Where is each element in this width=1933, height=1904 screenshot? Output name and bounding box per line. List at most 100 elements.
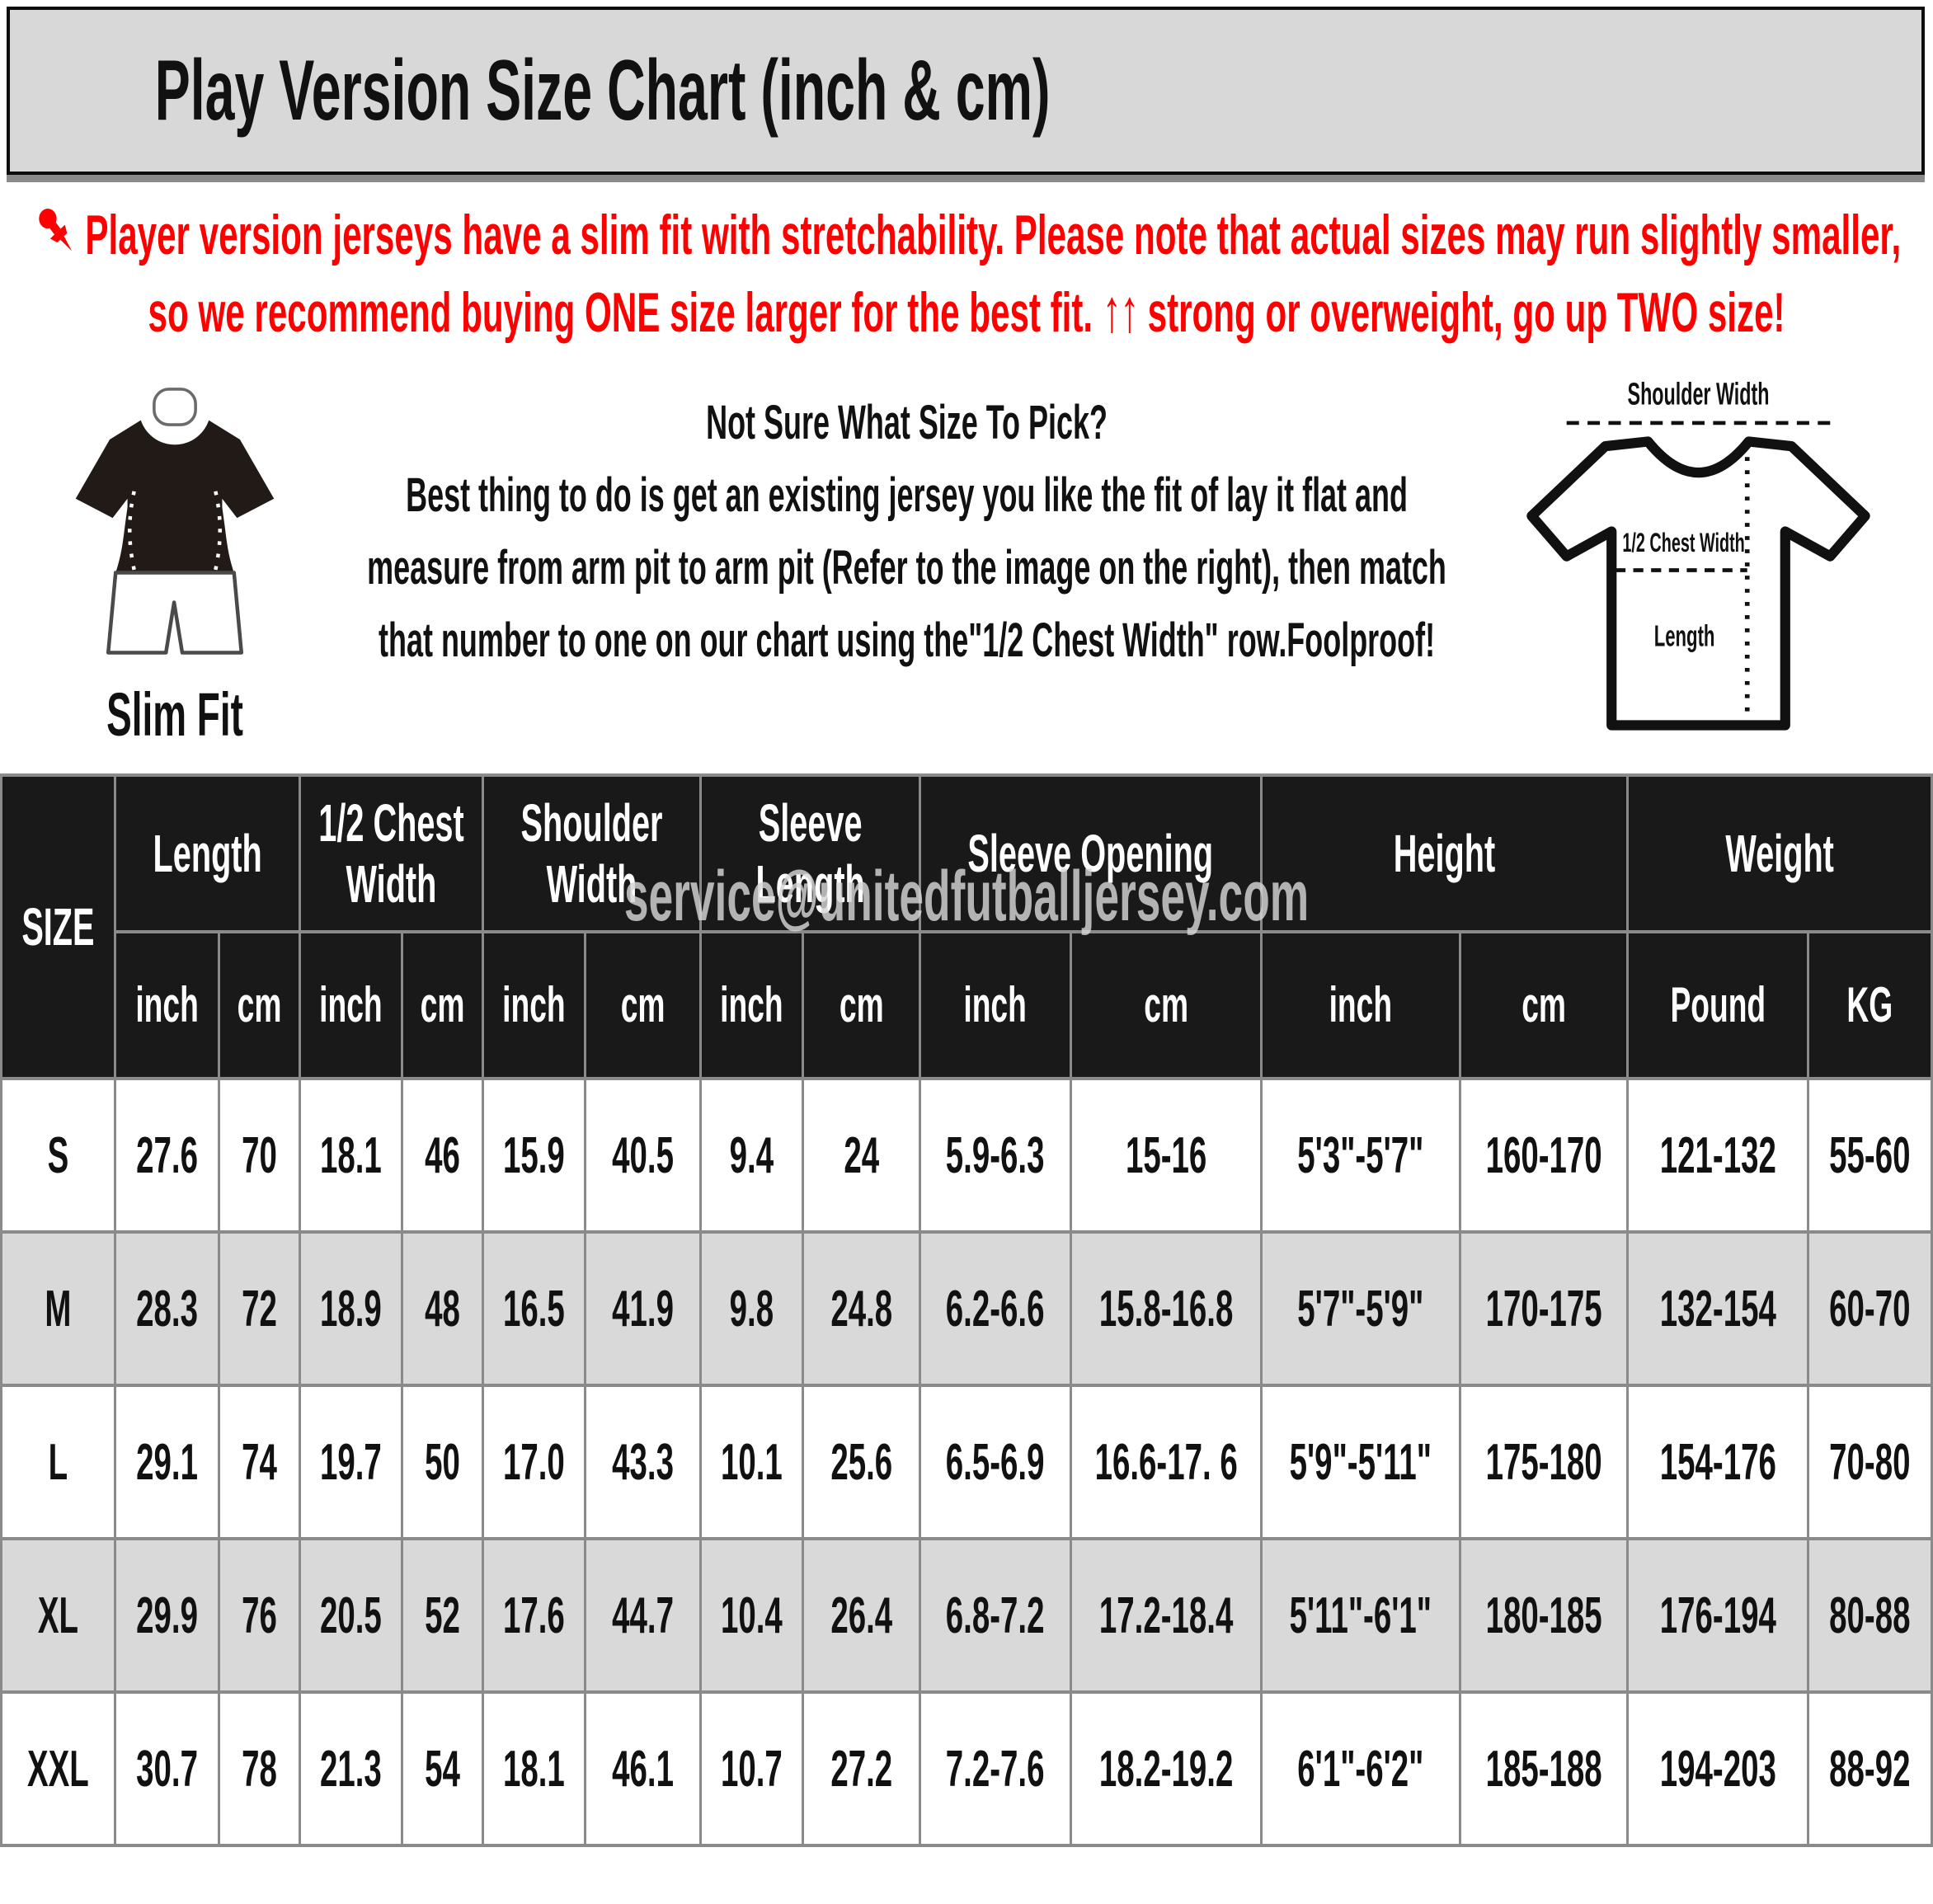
cell: 25.6 (801, 1384, 922, 1540)
size-chart-table: SIZE Length 1/2 Chest Width Shoulder Wid… (0, 773, 1933, 1847)
size-table-section: service@unitedfutballjersey.com SIZE Len… (0, 773, 1933, 1847)
cell: 10.4 (699, 1537, 804, 1694)
cell: 48 (400, 1230, 485, 1387)
cell: 54 (400, 1690, 485, 1847)
group-header-row: SIZE Length 1/2 Chest Width Shoulder Wid… (0, 773, 1933, 1080)
unit-header: cm (583, 930, 703, 1080)
cell: 21.3 (299, 1690, 403, 1847)
cell: 6'1"-6'2" (1259, 1690, 1461, 1847)
group-header-height: Height (1259, 773, 1629, 933)
unit-header: inch (919, 930, 1072, 1080)
cell: 70-80 (1807, 1384, 1933, 1540)
cell: 24.8 (801, 1230, 922, 1387)
cell: 19.7 (299, 1384, 403, 1540)
cell: 132-154 (1625, 1230, 1810, 1387)
cell: 27.6 (113, 1077, 220, 1234)
cell: 5'3"-5'7" (1259, 1077, 1461, 1234)
unit-header: inch (113, 930, 220, 1080)
cell: 180-185 (1458, 1537, 1629, 1694)
size-cell: XL (0, 1537, 116, 1694)
cell: 9.8 (699, 1230, 804, 1387)
cell: 5'11"-6'1" (1259, 1537, 1461, 1694)
cell: 9.4 (699, 1077, 804, 1234)
table-row-l: L 29.1 74 19.7 50 17.0 43.3 10.1 25.6 6.… (0, 1384, 1933, 1540)
unit-header: inch (1259, 930, 1461, 1080)
middle-section: Slim Fit Not Sure What Size To Pick? Bes… (0, 370, 1933, 762)
unit-header: Pound (1625, 930, 1810, 1080)
cell: 6.8-7.2 (919, 1537, 1072, 1694)
unit-header: inch (699, 930, 804, 1080)
cell: 5.9-6.3 (919, 1077, 1072, 1234)
unit-header: cm (801, 930, 922, 1080)
cell: 29.1 (113, 1384, 220, 1540)
cell: 18.9 (299, 1230, 403, 1387)
cell: 5'7"-5'9" (1259, 1230, 1461, 1387)
cell: 194-203 (1625, 1690, 1810, 1847)
cell: 60-70 (1807, 1230, 1933, 1387)
cell: 27.2 (801, 1690, 922, 1847)
guide-body: Best thing to do is get an existing jers… (367, 468, 1446, 667)
cell: 18.1 (299, 1077, 403, 1234)
diagram-length-label: Length (1654, 620, 1715, 653)
size-cell: XXL (0, 1690, 116, 1847)
cell: 72 (217, 1230, 302, 1387)
group-header-length: Length (113, 773, 302, 933)
cell: 74 (217, 1384, 302, 1540)
cell: 24 (801, 1077, 922, 1234)
cell: 30.7 (113, 1690, 220, 1847)
cell: 52 (400, 1537, 485, 1694)
cell: 175-180 (1458, 1384, 1629, 1540)
cell: 160-170 (1458, 1077, 1629, 1234)
guide-heading: Not Sure What Size To Pick? (706, 396, 1108, 449)
table-row-m: M 28.3 72 18.9 48 16.5 41.9 9.8 24.8 6.2… (0, 1230, 1933, 1387)
cell: 28.3 (113, 1230, 220, 1387)
slim-fit-label: Slim Fit (106, 680, 243, 749)
cell: 46 (400, 1077, 485, 1234)
tshirt-measurement-diagram: Shoulder Width 1/2 Chest Width Length (1526, 377, 1870, 731)
cell: 16.5 (482, 1230, 586, 1387)
table-row-xl: XL 29.9 76 20.5 52 17.6 44.7 10.4 26.4 6… (0, 1537, 1933, 1694)
unit-header: cm (1069, 930, 1263, 1080)
size-column-header: SIZE (0, 773, 116, 1080)
cell: 154-176 (1625, 1384, 1810, 1540)
cell: 88-92 (1807, 1690, 1933, 1847)
unit-header: cm (217, 930, 302, 1080)
cell: 7.2-7.6 (919, 1690, 1072, 1847)
cell: 17.6 (482, 1537, 586, 1694)
unit-header: KG (1807, 930, 1933, 1080)
group-header-chest: 1/2 Chest Width (299, 773, 485, 933)
fit-warning-note: Player version jerseys have a slim fit w… (22, 197, 1911, 350)
group-header-sleeve-opening: Sleeve Opening (919, 773, 1263, 933)
group-header-sleeve-length: Sleeve Length (699, 773, 922, 933)
cell: 29.9 (113, 1537, 220, 1694)
cell: 6.5-6.9 (919, 1384, 1072, 1540)
table-row-s: S 27.6 70 18.1 46 15.9 40.5 9.4 24 5.9-6… (0, 1077, 1933, 1234)
cell: 80-88 (1807, 1537, 1933, 1694)
diagram-shoulder-label: Shoulder Width (1628, 377, 1770, 411)
cell: 20.5 (299, 1537, 403, 1694)
cell: 18.2-19.2 (1069, 1690, 1263, 1847)
cell: 17.2-18.4 (1069, 1537, 1263, 1694)
cell: 15.9 (482, 1077, 586, 1234)
cell: 46.1 (583, 1690, 703, 1847)
up-arrows-icon: ↑↑ (1102, 277, 1139, 345)
title-bar-shadow (7, 175, 1925, 182)
cell: 26.4 (801, 1537, 922, 1694)
size-cell: M (0, 1230, 116, 1387)
unit-header: inch (299, 930, 403, 1080)
cell: 18.1 (482, 1690, 586, 1847)
unit-header: cm (400, 930, 485, 1080)
cell: 5'9"-5'11" (1259, 1384, 1461, 1540)
cell: 40.5 (583, 1077, 703, 1234)
size-cell: L (0, 1384, 116, 1540)
cell: 41.9 (583, 1230, 703, 1387)
cell: 170-175 (1458, 1230, 1629, 1387)
size-cell: S (0, 1077, 116, 1234)
cell: 176-194 (1625, 1537, 1810, 1694)
cell: 43.3 (583, 1384, 703, 1540)
unit-header-row: inch cm inch cm inch cm inch cm inch cm … (2, 930, 1933, 1080)
size-guide-text: Not Sure What Size To Pick? Best thing t… (340, 370, 1474, 677)
unit-header: inch (482, 930, 586, 1080)
cell: 10.7 (699, 1690, 804, 1847)
slim-fit-label-wrap: Slim Fit (10, 679, 340, 750)
